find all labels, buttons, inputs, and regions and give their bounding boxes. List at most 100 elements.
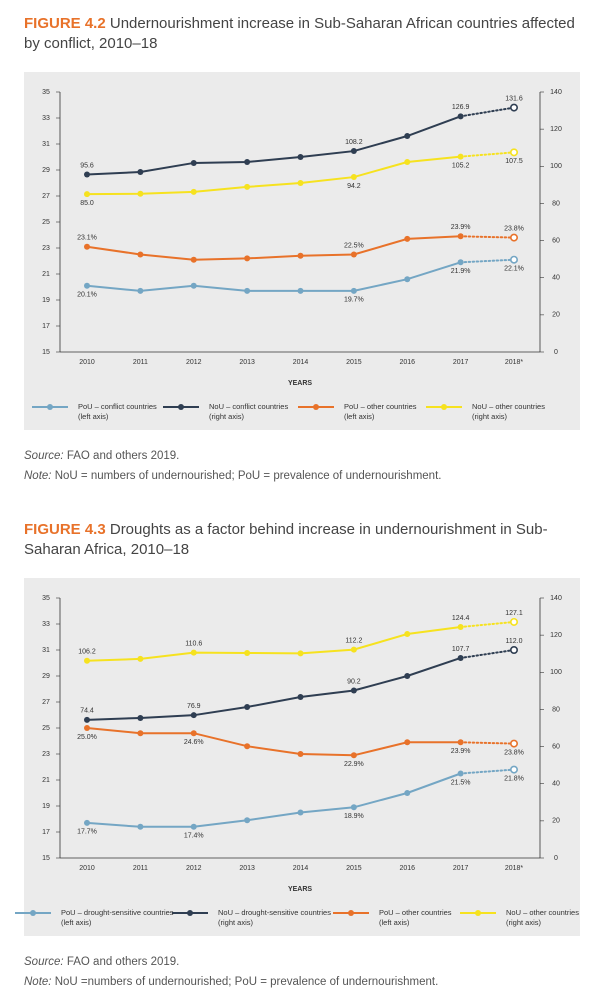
legend-entry: NoU – other countries (right axis): [506, 908, 579, 927]
y-tick-label: 35: [42, 89, 50, 96]
note: Note: NoU = numbers of undernourished; P…: [24, 470, 441, 482]
point: [404, 673, 411, 679]
x-tick-label: 2018*: [505, 865, 524, 872]
legend-dot: [441, 404, 447, 410]
note-label: Note:: [24, 470, 52, 482]
point: [137, 823, 144, 830]
value-label: 124.4: [452, 615, 470, 622]
y-tick-label: 17: [42, 829, 50, 836]
point: [457, 233, 464, 240]
legend-dot: [30, 910, 36, 916]
point: [190, 649, 197, 656]
point: [509, 233, 518, 242]
x-tick-label: 2012: [186, 865, 202, 872]
value-label: 18.9%: [344, 813, 364, 820]
point: [297, 252, 304, 259]
panel: [24, 578, 580, 936]
x-axis-label: YEARS: [288, 380, 312, 387]
x-tick-label: 2017: [453, 865, 469, 872]
value-label: 24.6%: [184, 739, 204, 746]
x-tick-label: 2018*: [505, 359, 524, 366]
point: [457, 739, 464, 746]
point: [404, 235, 411, 242]
point: [244, 649, 251, 656]
point: [509, 739, 518, 748]
value-label: 22.9%: [344, 761, 364, 768]
point: [297, 154, 304, 160]
value-label: 20.1%: [77, 292, 97, 299]
point: [457, 153, 464, 160]
value-label: 17.4%: [184, 833, 204, 840]
legend-dot: [47, 404, 53, 410]
legend-entry: NoU – conflict countries (right axis): [209, 402, 289, 421]
legend-dot: [178, 404, 184, 410]
value-label: 17.7%: [77, 829, 97, 836]
y-tick-label: 19: [42, 297, 50, 304]
legend-entry: PoU – drought-sensitive countries (left …: [61, 908, 174, 927]
y2-tick-label: 140: [550, 595, 562, 602]
y-tick-label: 31: [42, 647, 50, 654]
y-tick-label: 21: [42, 777, 50, 784]
y2-tick-label: 140: [550, 89, 562, 96]
point: [244, 287, 251, 294]
series-line-projection: [459, 106, 515, 118]
legend-dot: [475, 910, 481, 916]
y2-tick-label: 100: [550, 669, 562, 676]
point: [137, 730, 144, 737]
point: [404, 790, 411, 796]
point: [509, 645, 518, 654]
y-tick-label: 21: [42, 271, 50, 278]
value-label: 21.9%: [451, 268, 471, 275]
y-tick-label: 29: [42, 167, 50, 174]
y-tick-label: 17: [42, 323, 50, 330]
point: [404, 739, 411, 746]
value-label: 90.2: [347, 678, 361, 685]
value-label: 23.9%: [451, 748, 471, 755]
y2-tick-label: 0: [554, 855, 558, 862]
y2-tick-label: 100: [550, 163, 562, 170]
point: [84, 725, 90, 731]
point: [137, 287, 144, 294]
note-text: NoU = numbers of undernourished; PoU = p…: [54, 470, 442, 482]
point: [137, 655, 144, 662]
series-line: [86, 155, 461, 196]
value-label: 107.7: [452, 646, 470, 653]
y-tick-label: 23: [42, 245, 50, 252]
point: [244, 743, 251, 750]
point: [350, 148, 357, 155]
x-tick-label: 2012: [186, 359, 202, 366]
value-label: 19.7%: [344, 297, 364, 304]
x-tick-label: 2016: [399, 359, 415, 366]
point: [509, 255, 518, 264]
point: [297, 287, 304, 294]
value-label: 21.8%: [504, 775, 524, 782]
series-line-projection: [459, 151, 515, 158]
point: [350, 287, 357, 294]
legend-entry: NoU – drought-sensitive countries (right…: [218, 908, 331, 927]
point: [297, 693, 304, 700]
x-tick-label: 2013: [239, 865, 255, 872]
point: [84, 657, 90, 664]
source-text: FAO and others 2019.: [66, 956, 180, 968]
source: Source: FAO and others 2019.: [24, 450, 179, 462]
y-tick-label: 33: [42, 621, 50, 628]
value-label: 105.2: [452, 162, 470, 169]
point: [457, 770, 464, 777]
note-text: NoU =numbers of undernourished; PoU = pr…: [54, 976, 439, 988]
value-label: 131.6: [505, 95, 523, 102]
value-label: 106.2: [78, 649, 96, 656]
value-label: 112.2: [345, 637, 362, 644]
value-label: 22.1%: [504, 266, 524, 273]
series-line-projection: [459, 741, 515, 745]
point: [244, 159, 251, 166]
point: [404, 159, 411, 166]
value-label: 95.6: [80, 162, 94, 169]
series-line: [86, 625, 461, 662]
y2-tick-label: 0: [554, 349, 558, 356]
value-label: 126.9: [452, 104, 470, 111]
point: [457, 259, 464, 266]
y2-tick-label: 60: [552, 743, 560, 750]
x-tick-label: 2015: [346, 359, 362, 366]
